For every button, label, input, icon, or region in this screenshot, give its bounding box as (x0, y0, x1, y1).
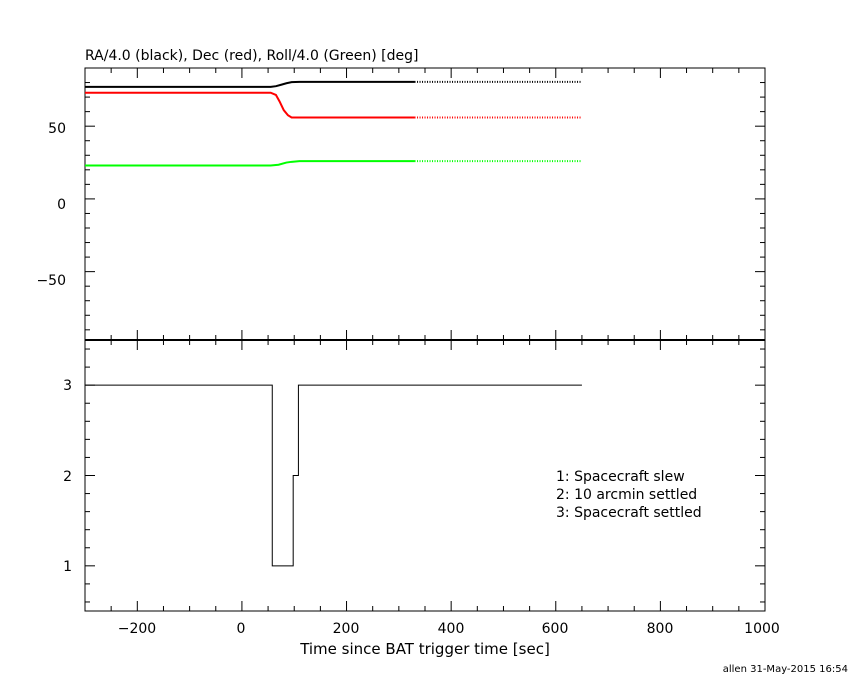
attitude-axis-ticks (84, 67, 766, 340)
x-tick-label-0: 0 (237, 621, 246, 637)
attitude-y-tick-labels: 50 0 −50 (36, 121, 66, 289)
attitude-series-group (85, 80, 582, 167)
x-tick-label-1000: 1000 (744, 621, 780, 637)
x-tick-labels: −200 0 200 400 600 800 1000 (118, 621, 780, 637)
legend-entry-slew: 1: Spacecraft slew (556, 469, 685, 485)
y-tick-label-3: 3 (63, 378, 72, 394)
roll-series-line (85, 160, 415, 167)
dec-series-line (85, 91, 415, 119)
y-tick-label-50: 50 (48, 121, 66, 137)
attitude-panel: RA/4.0 (black), Dec (red), Roll/4.0 (Gre… (36, 48, 766, 341)
settle-status-panel: 3 2 1 −200 0 200 400 600 800 1000 Time s… (63, 339, 780, 658)
x-tick-label-200: 200 (333, 621, 360, 637)
ra-series-line (85, 80, 415, 88)
y-tick-label-2: 2 (63, 469, 72, 485)
status-axis-ticks (84, 340, 766, 611)
footer-timestamp: allen 31-May-2015 16:54 (723, 664, 848, 675)
x-tick-label-600: 600 (542, 621, 569, 637)
status-legend: 1: Spacecraft slew 2: 10 arcmin settled … (556, 469, 702, 521)
x-tick-label-minus-200: −200 (118, 621, 156, 637)
y-tick-label-0: 0 (57, 197, 66, 213)
legend-entry-settled: 3: Spacecraft settled (556, 505, 702, 521)
y-tick-label-minus-50: −50 (36, 273, 66, 289)
status-y-tick-labels: 3 2 1 (63, 378, 72, 575)
x-tick-label-400: 400 (438, 621, 465, 637)
legend-entry-10-arcmin: 2: 10 arcmin settled (556, 487, 697, 503)
settle-status-step-line (85, 384, 582, 567)
attitude-chart-title: RA/4.0 (black), Dec (red), Roll/4.0 (Gre… (85, 48, 418, 64)
x-tick-label-800: 800 (647, 621, 674, 637)
y-tick-label-1: 1 (63, 559, 72, 575)
attitude-plot-frame (84, 67, 766, 341)
status-series-group (85, 384, 582, 567)
x-axis-label: Time since BAT trigger time [sec] (299, 640, 550, 658)
